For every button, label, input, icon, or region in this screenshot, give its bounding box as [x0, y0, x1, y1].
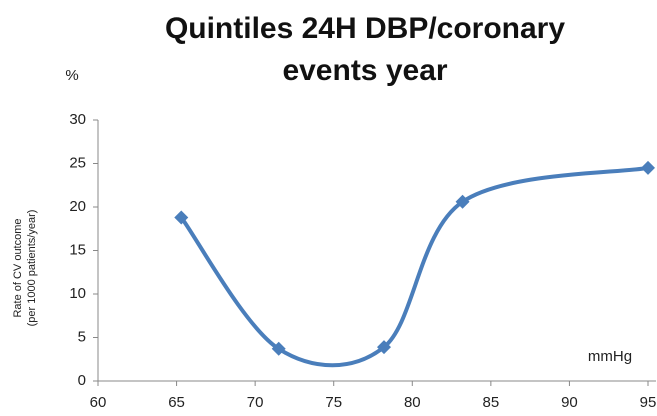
x-tick-label: 80: [404, 394, 421, 411]
chart-title: events year: [282, 54, 447, 87]
x-tick-label: 70: [247, 394, 264, 411]
point-marker: [377, 340, 391, 355]
y-unit: %: [65, 67, 78, 84]
series-line: [179, 165, 649, 368]
x-tick-label: 85: [483, 394, 500, 411]
y-tick-label: 15: [69, 241, 86, 258]
x-tick-label: 90: [561, 394, 578, 411]
point-marker: [271, 341, 286, 356]
x-tick-label: 75: [325, 394, 342, 411]
y-tick-label: 25: [69, 154, 86, 171]
point-marker: [455, 194, 470, 209]
y-tick-label: 0: [78, 372, 86, 389]
point-marker: [641, 160, 655, 175]
point-marker: [174, 210, 189, 225]
y-tick-label: 20: [69, 198, 86, 215]
x-tick-label: 95: [640, 394, 657, 411]
y-tick-label: 5: [78, 328, 86, 345]
y-label-line: Rate of CV outcome: [12, 218, 24, 317]
x-tick-label: 60: [90, 394, 107, 411]
y-axis-label: Rate of CV outcome (per 1000 patients/ye…: [12, 210, 38, 327]
y-label-line: (per 1000 patients/year): [26, 210, 38, 327]
y-tick-label: 30: [69, 111, 86, 128]
x-unit: mmHg: [588, 348, 632, 365]
y-tick-label: 10: [69, 285, 86, 302]
x-tick-label: 65: [168, 394, 185, 411]
chart-title: Quintiles 24H DBP/coronary: [165, 12, 565, 45]
